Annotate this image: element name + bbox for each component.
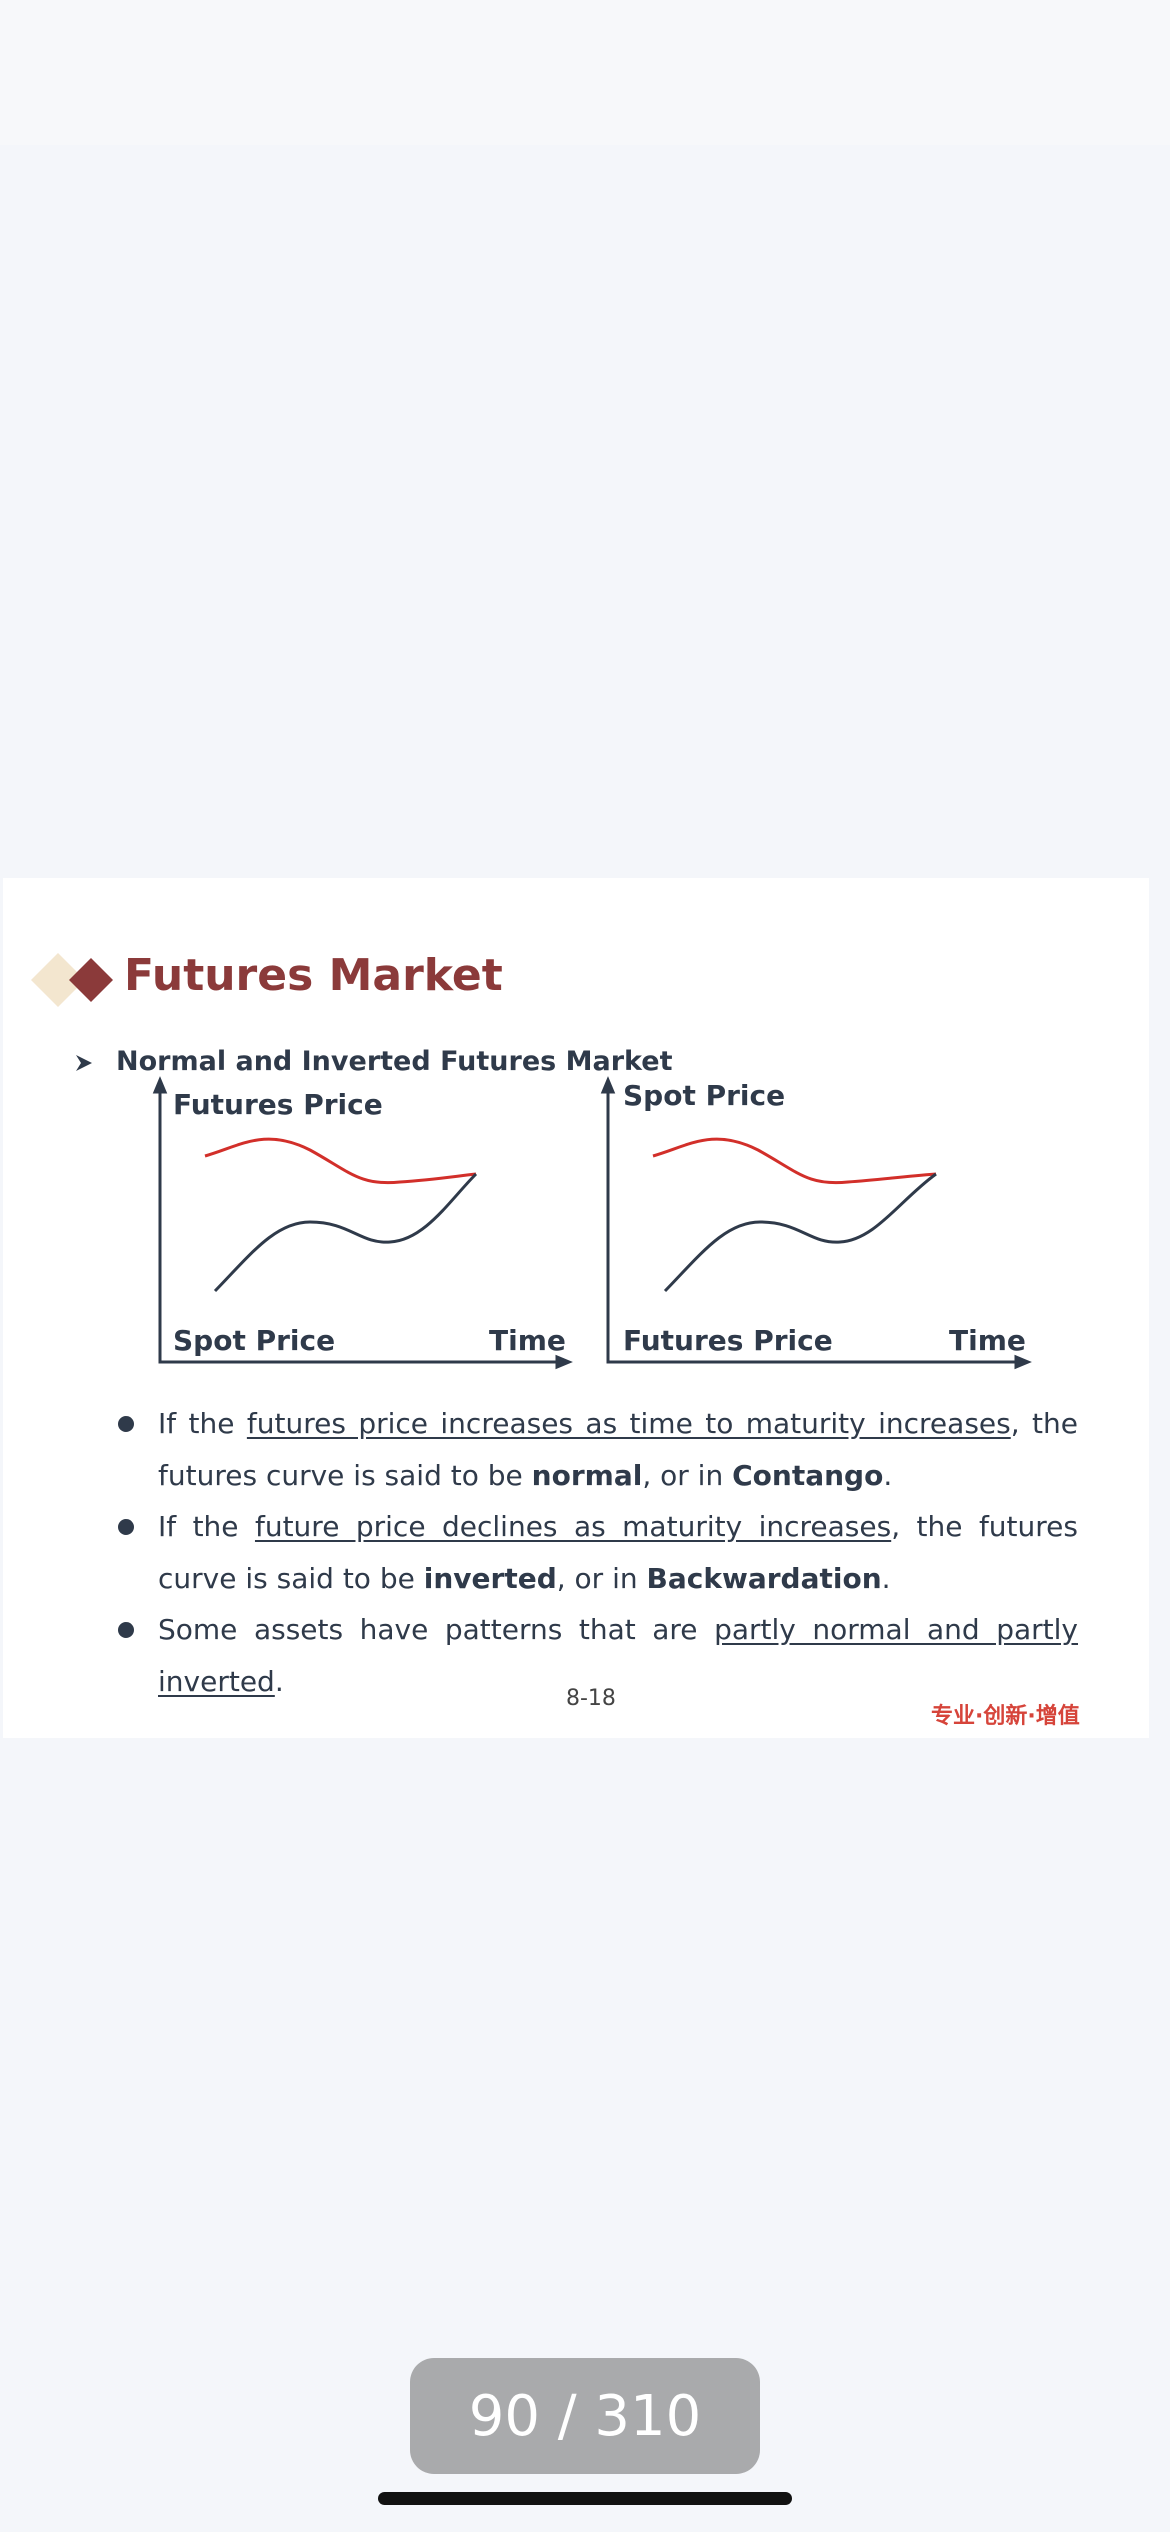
- slide: [3, 878, 1149, 1738]
- bullet-dot: [118, 1519, 134, 1535]
- axis-label: Time: [949, 1324, 1026, 1357]
- left-futures-curve: [204, 1137, 477, 1185]
- slide-subtitle: Normal and Inverted Futures Market: [116, 1046, 673, 1077]
- left-diagram-axes: [152, 1076, 573, 1370]
- left-spot-curve: [213, 1172, 478, 1293]
- text-segment: , or in: [642, 1459, 733, 1492]
- text-segment: , or in: [556, 1562, 647, 1595]
- right-diagram-axes: [600, 1076, 1032, 1370]
- top-bar: [0, 0, 1170, 145]
- text-segment: Contango: [732, 1459, 884, 1492]
- subtitle-arrow: [76, 1055, 92, 1071]
- text-segment: If the: [158, 1510, 255, 1543]
- bullet-text: If the future price declines as maturity…: [158, 1501, 1078, 1605]
- text-segment: .: [274, 1665, 284, 1698]
- axis-label: Spot Price: [623, 1079, 786, 1112]
- text-segment: .: [883, 1459, 893, 1492]
- bullet-dot: [118, 1416, 134, 1432]
- text-segment: inverted: [423, 1562, 557, 1595]
- slide-title: Futures Market: [124, 950, 503, 1001]
- page-number: 8-18: [566, 1686, 616, 1711]
- text-segment: , the futures curve is said to be: [158, 1510, 1078, 1595]
- slide-graphics: [31, 953, 1032, 1370]
- text-segment: future price declines as maturity increa…: [254, 1510, 892, 1543]
- axis-label: Futures Price: [173, 1088, 383, 1121]
- text-segment: Backwardation: [646, 1562, 882, 1595]
- right-futures-curve: [663, 1172, 937, 1293]
- right-spot-curve: [652, 1137, 937, 1185]
- text-segment: Some assets have patterns that are: [158, 1613, 715, 1646]
- home-indicator: [378, 2492, 792, 2505]
- text-segment: partly normal and partly inverted: [158, 1613, 1079, 1698]
- text-segment: If the: [158, 1407, 247, 1440]
- bullet-text: If the futures price increases as time t…: [158, 1398, 1078, 1502]
- page-indicator: 90 / 310: [410, 2358, 760, 2474]
- title-icon: [31, 953, 113, 1007]
- bullet-text: Some assets have patterns that are partl…: [158, 1604, 1078, 1708]
- axis-label: Time: [489, 1324, 566, 1357]
- curve-label: Spot Price: [173, 1324, 336, 1357]
- text-segment: normal: [531, 1459, 643, 1492]
- text-segment: futures price increases as time to matur…: [246, 1407, 1011, 1440]
- text-segment: .: [881, 1562, 891, 1595]
- bullet-dot: [118, 1622, 134, 1638]
- curve-label: Futures Price: [623, 1324, 833, 1357]
- slogan: 专业·创新·增值: [931, 1704, 1080, 1729]
- text-segment: , the futures curve is said to be: [158, 1407, 1078, 1492]
